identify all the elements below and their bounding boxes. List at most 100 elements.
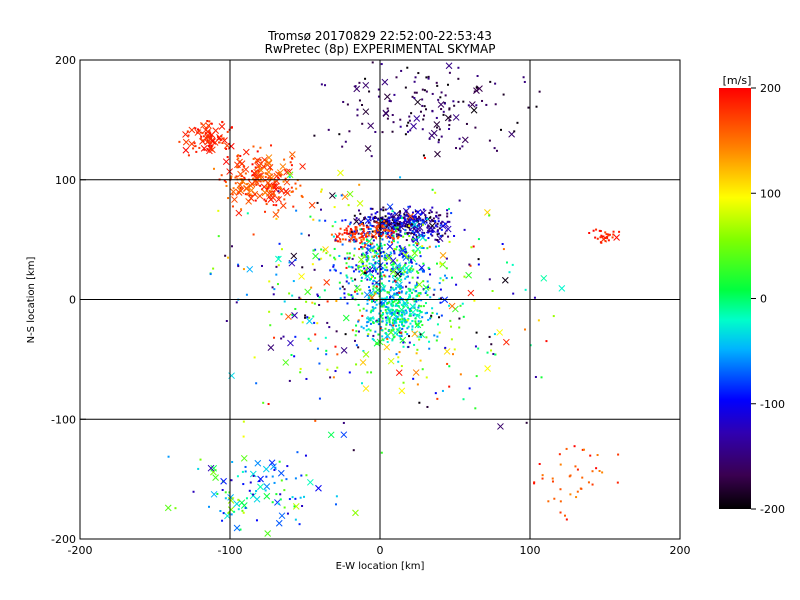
data-point-dot xyxy=(325,353,328,356)
data-point-dot xyxy=(242,483,245,486)
data-point-cross xyxy=(422,284,430,291)
data-point-dot xyxy=(417,299,420,302)
data-point-dot xyxy=(407,306,410,309)
data-point-cross xyxy=(290,252,298,260)
data-point-dot xyxy=(206,139,209,142)
data-point-dot xyxy=(401,323,404,326)
data-point-dot xyxy=(409,267,412,270)
data-point-dot xyxy=(402,345,405,348)
data-point-dot xyxy=(375,281,378,284)
data-point-dot xyxy=(398,291,401,294)
data-point-dot xyxy=(237,185,240,188)
data-point-dot xyxy=(411,218,414,221)
data-point-dot xyxy=(388,230,391,233)
data-point-dot xyxy=(403,317,406,320)
data-point-dot xyxy=(194,127,197,130)
data-point-dot xyxy=(355,289,358,292)
data-point-dot xyxy=(401,315,404,318)
x-tick-label: 200 xyxy=(670,544,691,557)
data-point-dot xyxy=(386,269,389,272)
data-point-dot xyxy=(395,248,398,251)
data-point-dot xyxy=(329,254,332,257)
data-point-dot xyxy=(380,300,383,303)
data-point-dot xyxy=(360,236,363,239)
data-point-dot xyxy=(239,187,242,190)
data-point-dot xyxy=(391,304,394,307)
data-point-dot xyxy=(392,225,395,228)
data-point-dot xyxy=(431,307,434,310)
data-point-dot xyxy=(256,150,259,153)
data-point-cross xyxy=(212,474,219,481)
data-point-dot xyxy=(565,518,568,521)
data-point-dot xyxy=(376,283,379,286)
data-point-dot xyxy=(436,229,439,232)
data-point-dot xyxy=(380,297,383,300)
data-point-dot xyxy=(418,222,421,225)
data-point-dot xyxy=(435,339,438,342)
data-point-dot xyxy=(258,165,261,168)
data-point-dot xyxy=(380,301,383,304)
data-point-dot xyxy=(468,387,471,390)
data-point-dot xyxy=(360,228,363,231)
data-point-dot xyxy=(291,190,294,193)
data-point-dot xyxy=(277,176,280,179)
data-point-dot xyxy=(422,154,425,157)
data-point-dot xyxy=(391,114,394,117)
data-point-dot xyxy=(332,265,335,268)
data-point-dot xyxy=(400,234,403,237)
data-point-dot xyxy=(369,244,372,247)
data-point-dot xyxy=(382,229,385,232)
data-point-dot xyxy=(300,232,303,235)
data-point-dot xyxy=(326,368,329,371)
data-point-dot xyxy=(598,469,601,472)
data-point-dot xyxy=(385,321,388,324)
data-point-cross xyxy=(362,351,370,358)
data-point-dot xyxy=(408,335,411,338)
data-point-dot xyxy=(376,272,379,275)
data-point-dot xyxy=(421,211,424,214)
data-point-dot xyxy=(246,183,249,186)
data-point-dot xyxy=(380,303,383,306)
data-point-cross xyxy=(414,98,422,106)
data-point-dot xyxy=(462,315,465,318)
data-point-dot xyxy=(278,242,281,245)
data-point-dot xyxy=(407,219,410,222)
data-point-dot xyxy=(489,80,492,83)
data-point-dot xyxy=(399,221,402,224)
data-point-dot xyxy=(374,262,377,265)
data-point-cross xyxy=(327,431,335,439)
data-point-dot xyxy=(313,268,316,271)
data-point-dot xyxy=(383,257,386,260)
data-point-dot xyxy=(339,227,342,230)
data-point-dot xyxy=(420,299,423,302)
data-point-dot xyxy=(368,262,371,265)
data-point-dot xyxy=(257,169,260,172)
data-point-dot xyxy=(366,226,369,229)
data-point-dot xyxy=(228,491,231,494)
data-point-dot xyxy=(421,98,424,101)
data-point-dot xyxy=(394,280,397,283)
data-point-dot xyxy=(375,270,378,273)
data-point-dot xyxy=(394,226,397,229)
data-point-dot xyxy=(393,251,396,254)
data-point-dot xyxy=(545,340,548,343)
data-point-dot xyxy=(436,335,439,338)
data-point-dot xyxy=(268,310,271,313)
data-point-dot xyxy=(349,231,352,234)
data-point-dot xyxy=(294,497,297,500)
data-point-cross xyxy=(276,169,284,176)
data-point-cross xyxy=(265,154,273,161)
data-point-dot xyxy=(199,458,202,461)
data-point-cross xyxy=(264,530,272,537)
colorbar-gradient xyxy=(719,88,751,509)
data-point-dot xyxy=(401,313,404,316)
data-point-dot xyxy=(279,174,282,177)
data-point-dot xyxy=(352,231,355,234)
data-point-dot xyxy=(345,266,348,269)
data-point-dot xyxy=(347,293,350,296)
data-point-dot xyxy=(446,212,449,215)
data-point-dot xyxy=(346,276,349,279)
x-tick-label: 100 xyxy=(520,544,541,557)
data-point-dot xyxy=(434,245,437,248)
chart-title: Tromsø 20170829 22:52:00-22:53:43 xyxy=(267,29,492,43)
